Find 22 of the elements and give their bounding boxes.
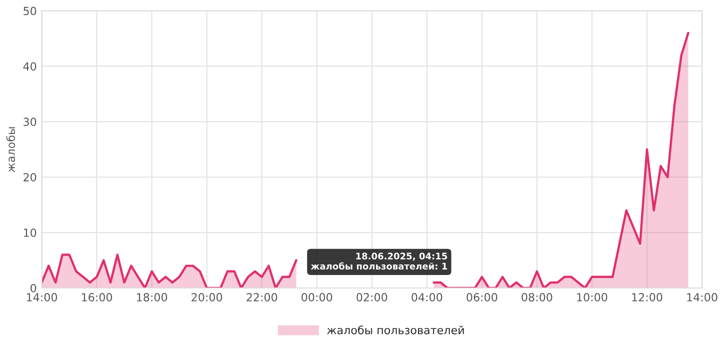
y-tick-label: 40: [23, 62, 36, 71]
x-tick-label: 08:00: [522, 293, 552, 302]
y-tick-label: 30: [24, 118, 36, 126]
x-tick-label: 06:00: [466, 293, 498, 302]
x-tick-label: 14:00: [26, 293, 58, 302]
x-tick-label: 16:00: [82, 293, 112, 302]
y-tick-label: 50: [24, 6, 36, 16]
x-tick-label: 10:00: [577, 293, 608, 302]
x-tick-label: 02:00: [356, 293, 388, 302]
legend-label: жалобы пользователей: [327, 326, 464, 334]
y-tick-label: 10: [24, 228, 36, 237]
x-tick-label: 00:00: [302, 293, 332, 302]
y-axis-title: жалобы: [6, 127, 16, 172]
annotation: 18.06.2025, 04:15 жалобы пользователей: 1: [310, 252, 448, 270]
x-tick-label: 12:00: [632, 293, 662, 302]
x-tick-label: 18:00: [137, 293, 168, 302]
y-tick-label: 20: [24, 173, 36, 182]
x-tick-label: 22:00: [246, 293, 278, 302]
x-tick-label: 20:00: [192, 293, 222, 302]
x-tick-label: 14:00: [687, 293, 718, 302]
x-tick-label: 04:00: [412, 293, 442, 302]
y-tick-label: 0: [30, 284, 36, 292]
